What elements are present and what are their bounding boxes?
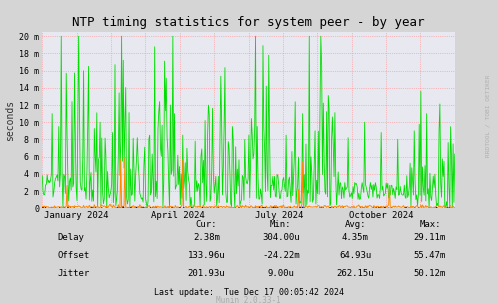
Text: Last update:  Tue Dec 17 00:05:42 2024: Last update: Tue Dec 17 00:05:42 2024 <box>154 288 343 297</box>
Text: 4.35m: 4.35m <box>342 233 369 242</box>
Text: 55.47m: 55.47m <box>414 251 446 260</box>
Text: -24.22m: -24.22m <box>262 251 300 260</box>
Text: 262.15u: 262.15u <box>336 269 374 278</box>
Text: 50.12m: 50.12m <box>414 269 446 278</box>
Text: 2.38m: 2.38m <box>193 233 220 242</box>
Text: Cur:: Cur: <box>195 220 217 230</box>
Text: Max:: Max: <box>419 220 441 230</box>
Text: Delay: Delay <box>57 233 84 242</box>
Text: Min:: Min: <box>270 220 292 230</box>
Text: 29.11m: 29.11m <box>414 233 446 242</box>
Text: Offset: Offset <box>57 251 89 260</box>
Text: 64.93u: 64.93u <box>339 251 371 260</box>
Text: 9.00u: 9.00u <box>267 269 294 278</box>
Y-axis label: seconds: seconds <box>5 99 15 141</box>
Text: Jitter: Jitter <box>57 269 89 278</box>
Text: Munin 2.0.33-1: Munin 2.0.33-1 <box>216 296 281 304</box>
Text: 133.96u: 133.96u <box>187 251 225 260</box>
Text: RRDTOOL / TOBI OETIKER: RRDTOOL / TOBI OETIKER <box>486 74 491 157</box>
Text: Avg:: Avg: <box>344 220 366 230</box>
Title: NTP timing statistics for system peer - by year: NTP timing statistics for system peer - … <box>72 16 425 29</box>
Text: 201.93u: 201.93u <box>187 269 225 278</box>
Text: 304.00u: 304.00u <box>262 233 300 242</box>
